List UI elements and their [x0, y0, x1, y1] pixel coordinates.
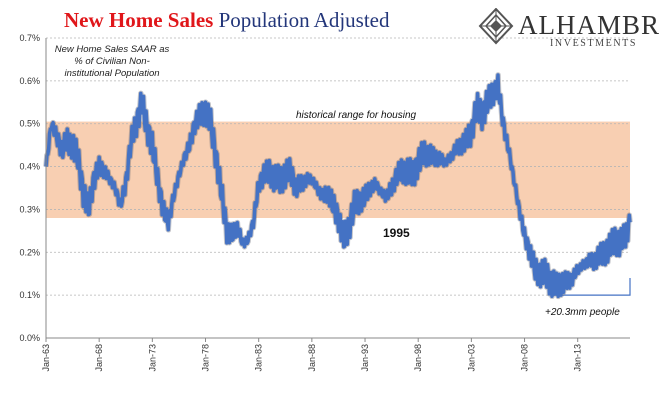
y-tick-label: 0.0%: [19, 333, 40, 343]
series-line: [44, 73, 632, 299]
historical-range-band: [46, 121, 630, 218]
y-tick-label: 0.4%: [19, 162, 40, 172]
x-tick-label: Jan-83: [254, 344, 264, 372]
y-tick-label: 0.2%: [19, 247, 40, 257]
x-tick-label: Jan-68: [94, 344, 104, 372]
x-tick-label: Jan-88: [307, 344, 317, 372]
x-tick-label: Jan-93: [360, 344, 370, 372]
title-part-2: Population Adjusted: [218, 8, 390, 32]
y-tick-label: 0.5%: [19, 119, 40, 129]
x-tick-label: Jan-63: [41, 344, 51, 372]
logo-name: ALHAMBRA: [518, 10, 660, 40]
series-note: New Home Sales SAAR as % of Civilian Non…: [54, 44, 170, 79]
people-label: +20.3mm people: [545, 307, 620, 318]
chart-title: New Home Sales Population Adjusted: [64, 8, 390, 33]
title-part-1: New Home Sales: [64, 8, 214, 32]
alhambra-logo: ALHAMBRA INVESTMENTS: [470, 8, 660, 50]
y-tick-label: 0.3%: [19, 204, 40, 214]
x-tick-label: Jan-03: [466, 344, 476, 372]
y-tick-label: 0.1%: [19, 290, 40, 300]
x-tick-label: Jan-13: [573, 344, 583, 372]
x-tick-label: Jan-73: [147, 344, 157, 372]
y-tick-label: 0.7%: [19, 33, 40, 43]
x-tick-label: Jan-78: [201, 344, 211, 372]
x-tick-label: Jan-98: [413, 344, 423, 372]
alhambra-crest-icon: [478, 8, 514, 45]
logo-sub: INVESTMENTS: [550, 38, 638, 49]
y-tick-label: 0.6%: [19, 76, 40, 86]
year-label: 1995: [383, 226, 410, 240]
range-label: historical range for housing: [296, 110, 417, 121]
x-tick-label: Jan-08: [520, 344, 530, 372]
